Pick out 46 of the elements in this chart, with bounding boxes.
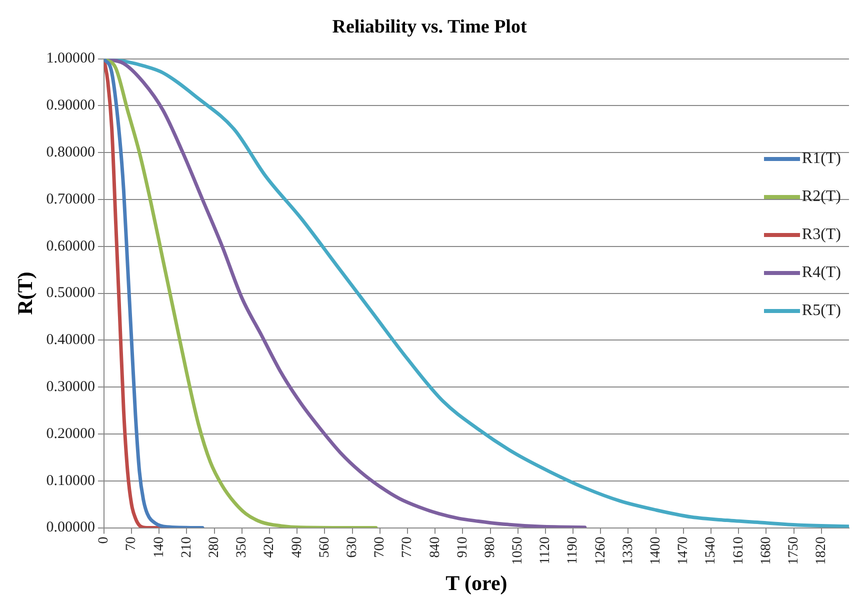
x-tick-label: 840 — [428, 536, 443, 558]
x-tick-label: 0 — [96, 536, 112, 544]
x-tick-label: 1400 — [648, 536, 664, 565]
x-tick-label: 1120 — [538, 536, 554, 564]
x-tick-label: 1820 — [814, 536, 830, 565]
y-tick-label: 0.30000 — [46, 379, 95, 396]
x-axis-title: T (ore) — [446, 570, 508, 595]
y-axis-title: R(T) — [13, 272, 38, 315]
x-tick-label: 420 — [262, 536, 278, 558]
x-tick-label: 1050 — [510, 536, 526, 565]
x-tick-label: 1190 — [566, 536, 581, 564]
y-tick-label: 0.10000 — [46, 472, 95, 489]
y-tick-label: 0.80000 — [46, 144, 95, 161]
legend-label: R2(T) — [802, 188, 841, 206]
x-tick-label: 1540 — [704, 536, 719, 565]
y-tick-label: 0.50000 — [46, 285, 95, 302]
x-tick-label: 910 — [455, 536, 470, 558]
x-tick-label: 490 — [290, 536, 305, 558]
x-tick-label: 980 — [482, 536, 498, 558]
legend-label: R5(T) — [802, 302, 841, 320]
y-tick-label: 0.00000 — [46, 520, 95, 536]
y-tick-label: 0.40000 — [46, 332, 95, 348]
x-tick-label: 770 — [400, 536, 416, 558]
chart-title: Reliability vs. Time Plot — [332, 16, 528, 38]
x-tick-label: 700 — [372, 536, 388, 558]
x-tick-label: 1330 — [620, 536, 636, 565]
x-tick-label: 70 — [124, 536, 140, 551]
y-tick-label: 0.60000 — [46, 238, 95, 254]
x-tick-label: 280 — [207, 536, 222, 558]
x-tick-label: 140 — [152, 536, 167, 558]
y-tick-label: 0.90000 — [46, 98, 95, 114]
y-tick-label: 1.00000 — [46, 50, 95, 67]
x-tick-label: 1260 — [593, 536, 608, 565]
x-tick-label: 1680 — [758, 536, 774, 565]
x-tick-label: 1610 — [731, 536, 746, 565]
legend-label: R4(T) — [802, 264, 841, 282]
x-tick-label: 1470 — [676, 536, 692, 565]
y-tick-label: 0.70000 — [46, 191, 95, 208]
y-tick-label: 0.20000 — [46, 426, 95, 442]
x-tick-label: 560 — [317, 536, 332, 558]
legend-label: R3(T) — [802, 226, 841, 244]
x-tick-label: 350 — [234, 536, 250, 558]
x-tick-label: 630 — [344, 536, 360, 558]
legend-label: R1(T) — [802, 150, 841, 168]
x-tick-label: 210 — [179, 536, 194, 558]
x-tick-label: 1750 — [786, 536, 802, 565]
